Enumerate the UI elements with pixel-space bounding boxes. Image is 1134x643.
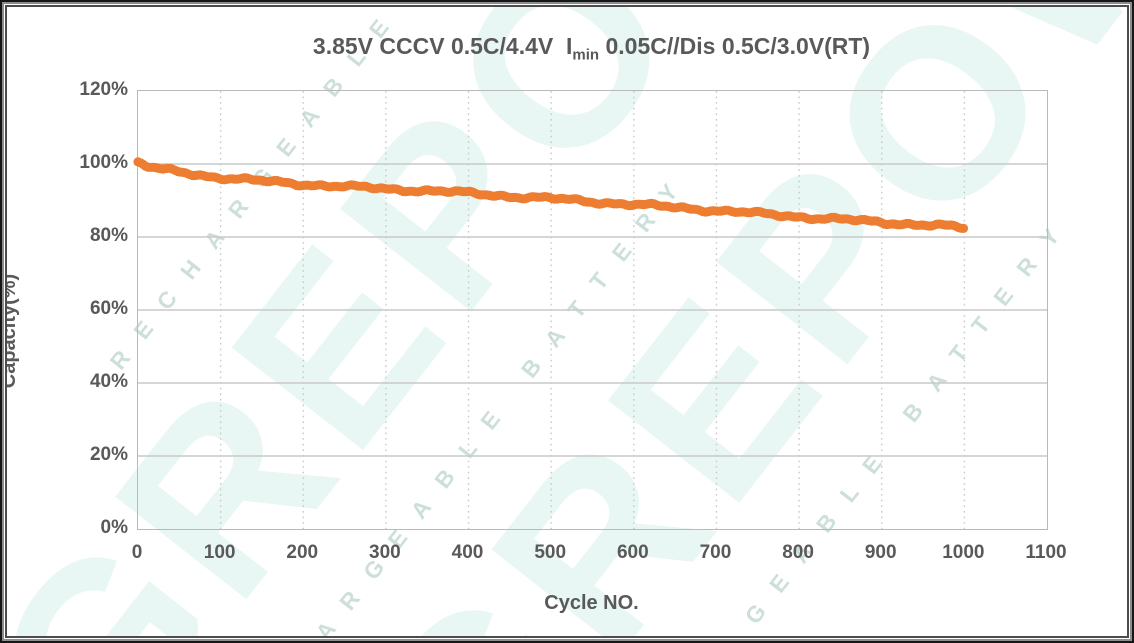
x-tick-label: 700	[699, 542, 732, 563]
x-axis-title: Cycle NO.	[544, 592, 639, 614]
x-tick-label: 900	[864, 542, 897, 563]
x-tick-label: 100	[203, 542, 236, 563]
x-tick-label: 400	[451, 542, 484, 563]
x-tick-label: 200	[286, 542, 319, 563]
plot-area	[133, 90, 1048, 530]
y-tick-label: 60%	[89, 298, 128, 319]
chart-title-suffix: 0.05C//Dis 0.5C/3.0V(RT)	[599, 33, 871, 59]
x-tick-label: 300	[369, 542, 401, 563]
chart-title-prefix: 3.85V CCCV 0.5C/4.4V I	[312, 33, 573, 59]
y-axis-title: Capacity(%)	[0, 273, 20, 389]
gridlines	[138, 91, 1047, 529]
y-tick-label: 100%	[79, 152, 128, 173]
y-tick-label: 0%	[100, 517, 128, 538]
x-tick-label: 600	[616, 542, 649, 563]
y-tick-label: 20%	[89, 444, 128, 465]
chart-title-subscript: min	[572, 46, 600, 64]
x-tick-label: 800	[782, 542, 814, 563]
chart-title: 3.85V CCCV 0.5C/4.4V Imin 0.05C//Dis 0.5…	[137, 33, 1046, 64]
y-tick-label: 40%	[89, 371, 128, 392]
x-tick-label: 0	[131, 542, 143, 563]
capacity-trace	[133, 157, 969, 233]
y-tick-label: 80%	[89, 225, 128, 246]
y-tick-label: 120%	[79, 79, 128, 100]
x-tick-label: 1000	[942, 542, 985, 563]
x-tick-label: 500	[534, 542, 567, 563]
x-tick-label: 1100	[1025, 542, 1067, 563]
